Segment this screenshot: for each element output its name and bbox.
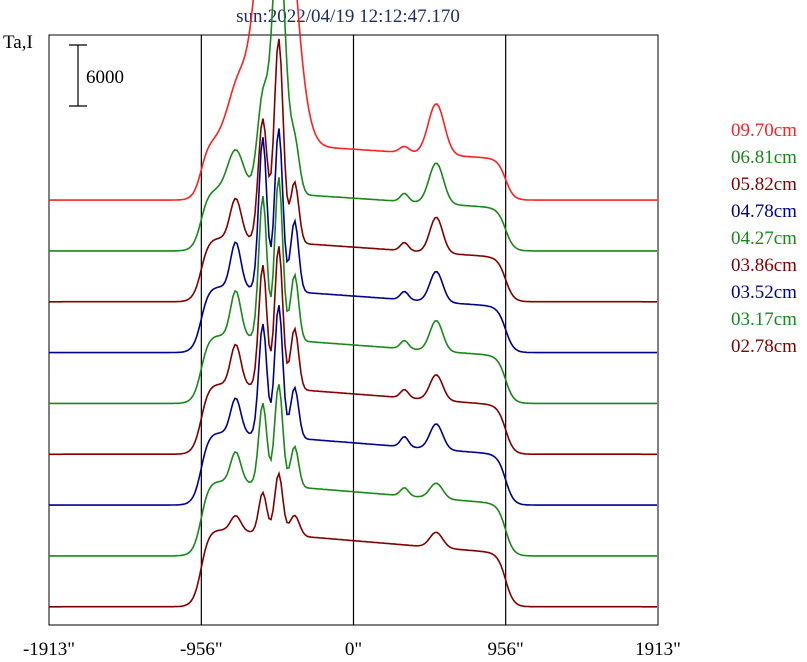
- x-tick-labels: -1913" -956" 0" 956" 1913": [23, 639, 681, 660]
- legend-item: 05.82cm: [731, 174, 797, 195]
- legend: 09.70cm 06.81cm 05.82cm 04.78cm 04.27cm 03.86…: [731, 120, 797, 357]
- legend-item: 09.70cm: [731, 120, 797, 141]
- legend-item: 04.27cm: [731, 228, 797, 249]
- series-line-03.17cm: [49, 384, 657, 557]
- series-line-06.81cm: [49, 0, 657, 252]
- y-axis-label: Ta,I: [3, 32, 33, 53]
- scale-bar: 6000: [69, 44, 124, 107]
- legend-item: 06.81cm: [731, 147, 797, 168]
- x-tick-label: 0": [345, 639, 362, 660]
- series-line-02.78cm: [49, 470, 657, 608]
- series-line-03.52cm: [49, 305, 657, 506]
- series-line-05.82cm: [49, 38, 657, 303]
- series-line-03.86cm: [49, 246, 657, 456]
- legend-item: 03.52cm: [731, 282, 797, 303]
- scale-bar-label: 6000: [86, 67, 124, 88]
- chart-title: sun:2022/04/19 12:12:47.170: [236, 6, 460, 27]
- series-layer: [49, 0, 657, 608]
- legend-item: 04.78cm: [731, 201, 797, 222]
- legend-item: 03.86cm: [731, 255, 797, 276]
- vertical-reference-lines: [200, 35, 507, 625]
- x-tick-label: 1913": [635, 639, 681, 660]
- x-tick-label: -956": [180, 639, 223, 660]
- series-line-09.70cm: [49, 0, 657, 201]
- series-line-04.27cm: [49, 177, 657, 405]
- legend-item: 03.17cm: [731, 309, 797, 330]
- series-line-04.78cm: [49, 128, 657, 354]
- x-tick-label: -1913": [23, 639, 75, 660]
- x-tick-label: 956": [488, 639, 524, 660]
- legend-item: 02.78cm: [731, 336, 797, 357]
